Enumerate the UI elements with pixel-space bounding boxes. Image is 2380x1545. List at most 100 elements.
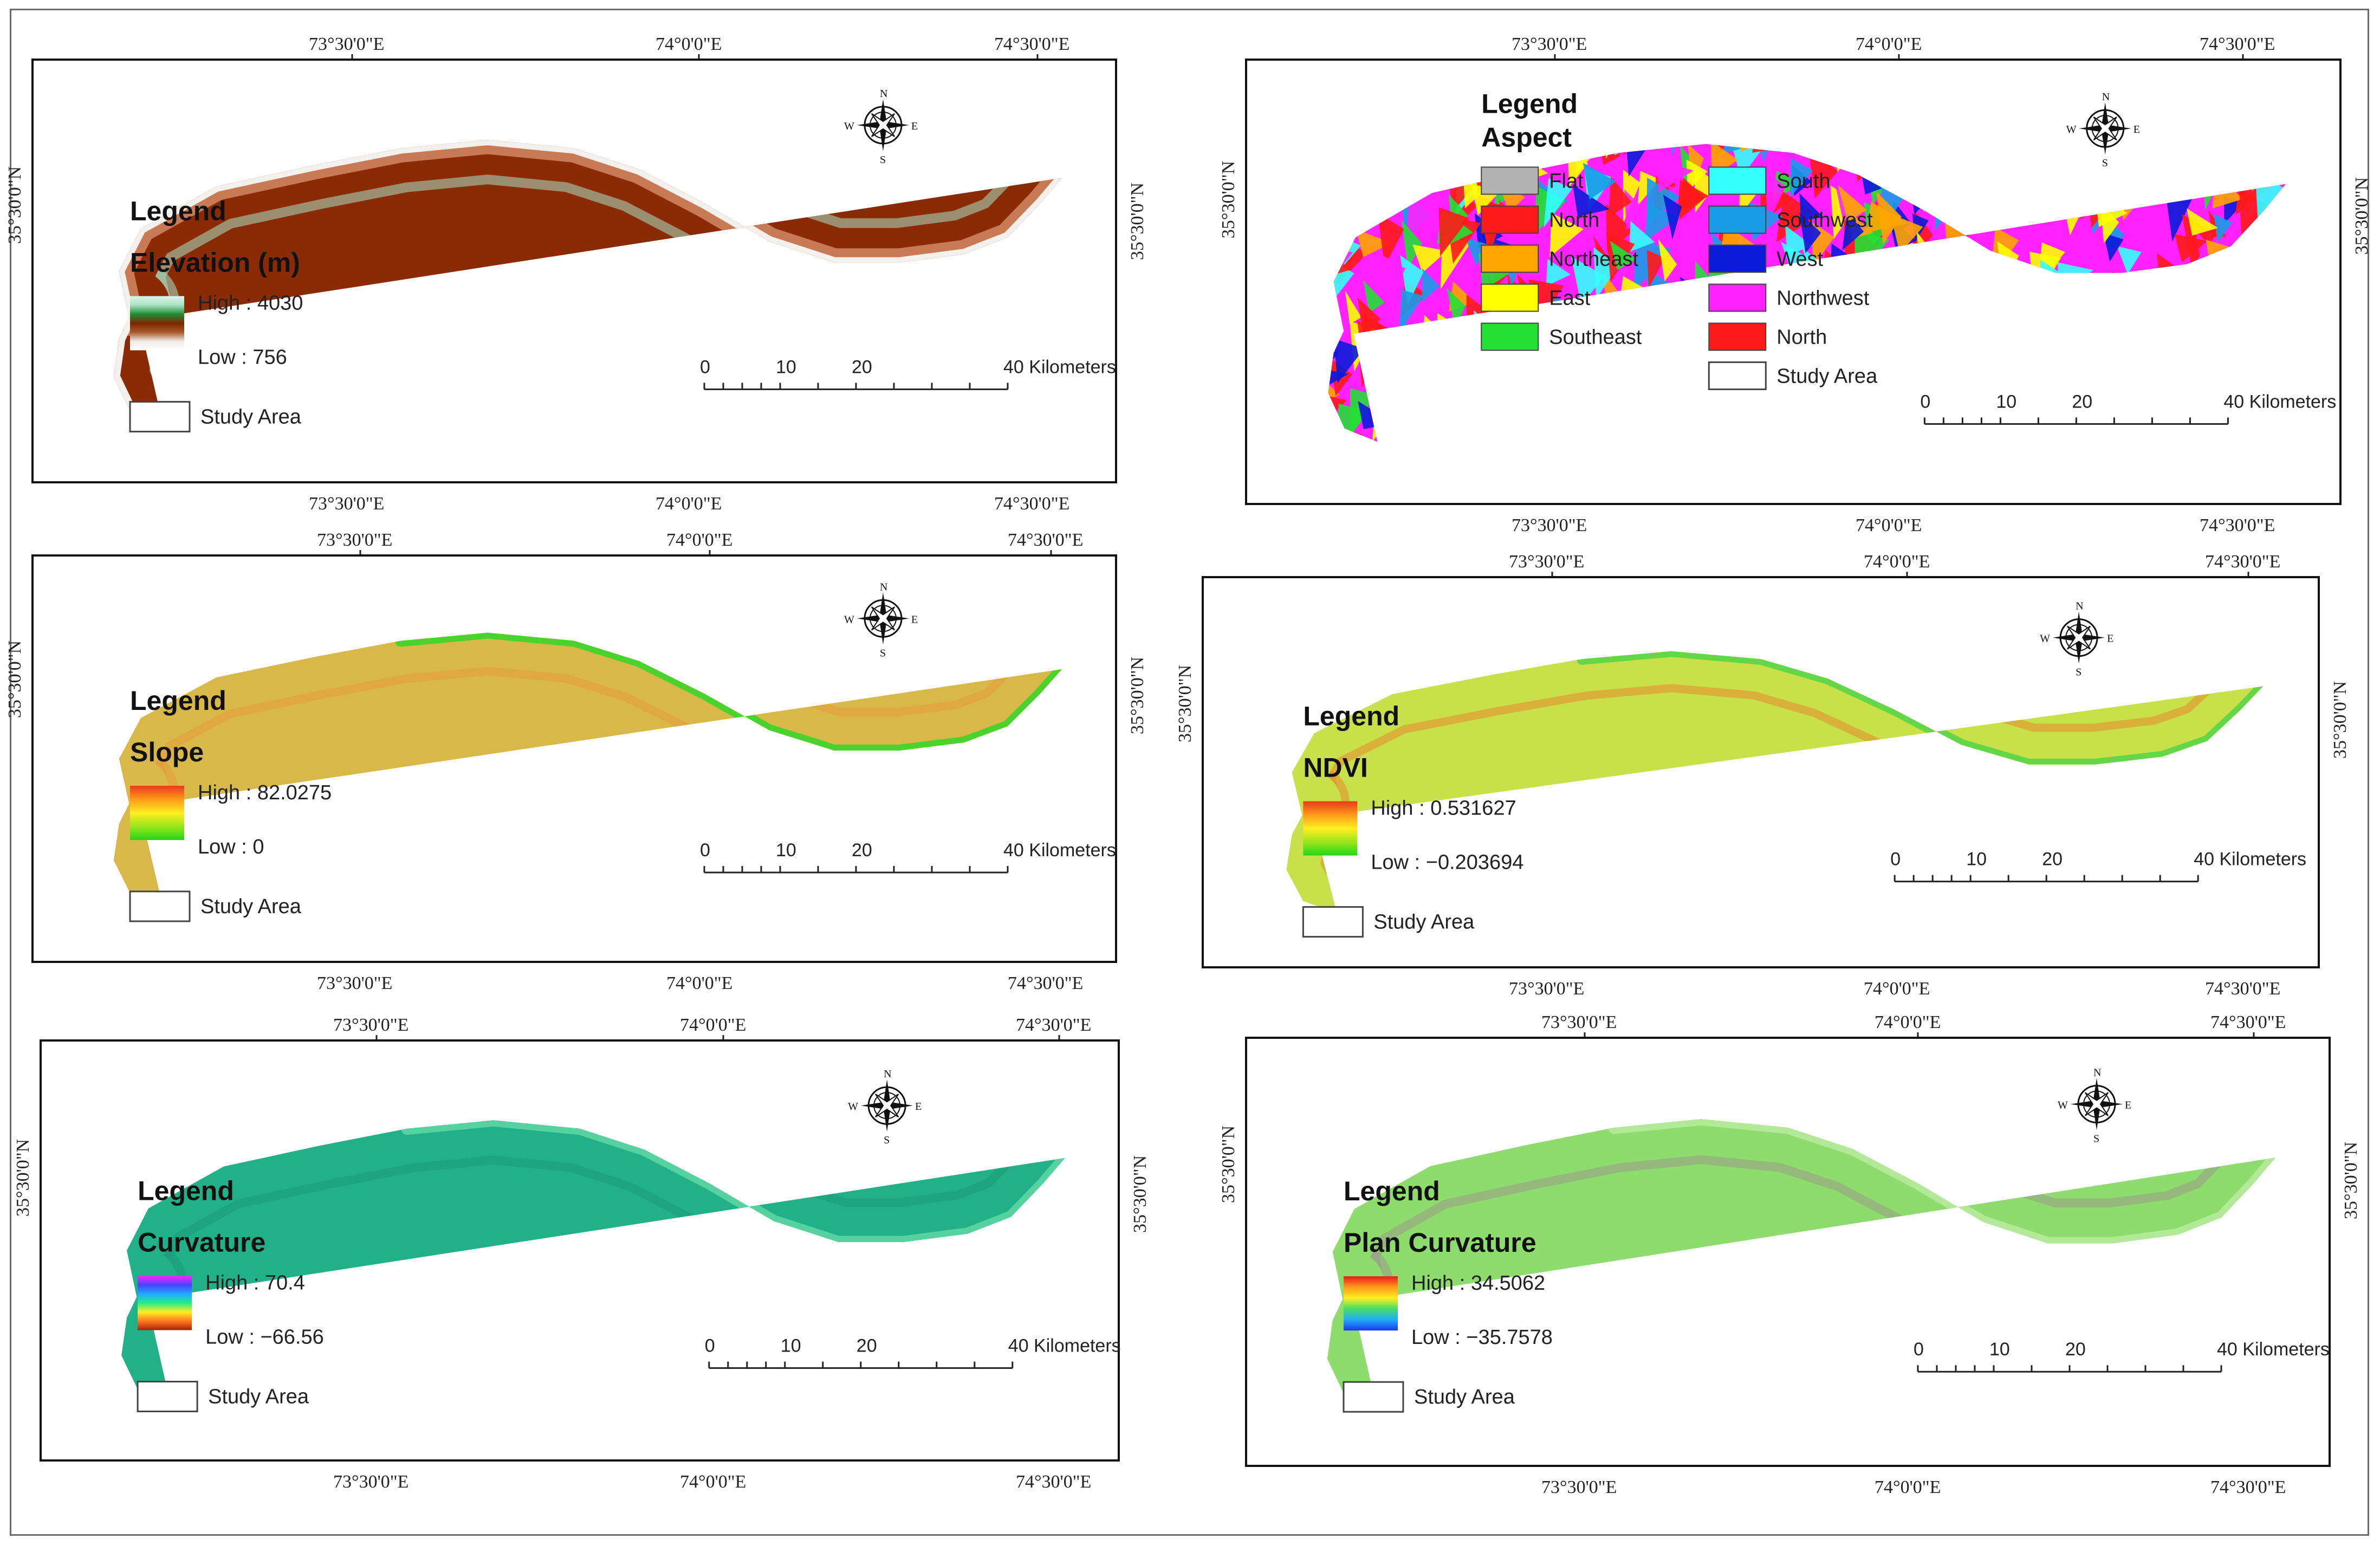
lon-label-bottom: 74°0'0"E (1864, 979, 1930, 999)
scale-label: 20 (2042, 849, 2063, 870)
north-arrow-icon: N S E W (844, 581, 918, 659)
aspect-class-label: Flat (1549, 170, 1584, 192)
lon-label-bottom: 74°0'0"E (656, 494, 722, 514)
lat-label-right: 35°30'0"N (1127, 183, 1147, 260)
panel-ndvi: 73°30'0"E 74°0'0"E 74°30'0"E 73°30'0"E 74°0'… (1175, 552, 2350, 999)
lon-label-bottom: 74°30'0"E (2205, 979, 2280, 999)
scale-label: 10 (1989, 1339, 2010, 1360)
lon-label-top: 74°30'0"E (2200, 34, 2275, 54)
lat-label-left: 35°30'0"N (5, 166, 25, 244)
legend-plan-curvature: Legend Plan Curvature High : 34.5062 Low : … (1343, 1176, 1553, 1413)
aspect-class-label: East (1549, 287, 1590, 309)
lon-label-top: 73°30'0"E (1512, 34, 1587, 54)
legend-high-label: High : 34.5062 (1411, 1272, 1545, 1295)
compass-w: W (2066, 124, 2077, 135)
aspect-class-label: Northwest (1776, 287, 1869, 309)
compass-n: N (880, 88, 887, 100)
scale-label: 10 (776, 840, 796, 861)
lat-label-left: 35°30'0"N (1218, 1126, 1238, 1203)
panel-elevation: 73°30'0"E 74°0'0"E 74°30'0"E 73°30'0"E 74°0'… (5, 34, 1147, 514)
legend-layer-name: NDVI (1303, 753, 1367, 783)
study-area-label: Study Area (200, 405, 302, 428)
legend-layer-name: Elevation (m) (130, 247, 300, 277)
legend-layer-name: Slope (130, 737, 204, 767)
lon-label-bottom: 74°0'0"E (1856, 515, 1922, 535)
legend-layer-name: Curvature (138, 1227, 265, 1258)
study-area-label: Study Area (1373, 911, 1475, 934)
color-ramp (138, 1276, 192, 1330)
compass-e: E (911, 120, 918, 132)
aspect-swatch (1708, 205, 1767, 234)
legend-high-label: High : 70.4 (205, 1272, 305, 1295)
aspect-swatch (1481, 205, 1539, 234)
lat-label-right: 35°30'0"N (2330, 681, 2350, 759)
compass-n: N (2076, 600, 2083, 612)
scale-label: 0 (1914, 1339, 1924, 1360)
lon-label-bottom: 74°0'0"E (666, 973, 732, 993)
lon-label-top: 74°30'0"E (1016, 1015, 1091, 1035)
legend-low-label: Low : −0.203694 (1371, 851, 1523, 874)
scale-label: 40 Kilometers (2217, 1339, 2330, 1360)
lon-label-top: 74°0'0"E (1856, 34, 1922, 54)
compass-e: E (2125, 1099, 2131, 1111)
lon-label-bottom: 74°30'0"E (1008, 973, 1083, 993)
lon-label-bottom: 73°30'0"E (1512, 515, 1587, 535)
study-area-label: Study Area (1414, 1386, 1515, 1408)
legend-heading: Legend (130, 686, 226, 716)
lon-label-top: 74°30'0"E (2205, 552, 2280, 572)
lon-label-bottom: 73°30'0"E (317, 973, 392, 993)
scale-bar: 0 10 20 40 Kilometers (700, 357, 1116, 390)
lat-label-left: 35°30'0"N (1175, 665, 1195, 742)
lat-label-right: 35°30'0"N (1130, 1155, 1150, 1233)
lat-label-right: 35°30'0"N (2341, 1142, 2361, 1219)
compass-w: W (844, 120, 854, 132)
legend-high-label: High : 0.531627 (1371, 797, 1516, 820)
legend-slope: Legend Slope High : 82.0275 Low : 0 Study Ar… (129, 686, 332, 922)
scale-label: 10 (1996, 391, 2016, 412)
legend-heading: Legend (130, 196, 226, 226)
compass-w: W (2058, 1099, 2068, 1111)
compass-e: E (915, 1101, 922, 1113)
north-arrow-icon: N S E W (2066, 91, 2140, 169)
legend-curvature: Legend Curvature High : 70.4 Low : −66.56 St… (137, 1176, 324, 1412)
lon-label-bottom: 73°30'0"E (309, 494, 384, 514)
compass-w: W (844, 613, 854, 625)
lon-label-bottom: 73°30'0"E (333, 1472, 408, 1492)
lon-label-top: 74°30'0"E (1008, 530, 1083, 550)
aspect-class-label: West (1776, 248, 1823, 270)
legend-elevation: Legend Elevation (m) High : 4030 Low : 756 S… (129, 196, 303, 432)
legend-high-label: High : 82.0275 (198, 781, 332, 804)
aspect-swatch (1481, 244, 1539, 273)
scale-label: 40 Kilometers (1003, 357, 1116, 377)
scale-label: 0 (700, 840, 710, 861)
legend-low-label: Low : 756 (198, 346, 287, 369)
north-arrow-icon: N S E W (848, 1068, 922, 1146)
lon-label-bottom: 74°30'0"E (2210, 1477, 2286, 1497)
lon-label-top: 74°30'0"E (2210, 1012, 2286, 1032)
scale-label: 40 Kilometers (2194, 849, 2306, 870)
panel-curvature: 73°30'0"E 74°0'0"E 74°30'0"E 73°30'0"E 74°0'… (13, 1015, 1150, 1492)
lon-label-bottom: 73°30'0"E (1509, 979, 1584, 999)
lat-label-right: 35°30'0"N (2352, 177, 2372, 255)
study-area-label: Study Area (1776, 365, 1878, 387)
compass-e: E (911, 613, 918, 625)
legend-heading: Legend (1344, 1176, 1440, 1206)
legend-heading: Legend (1303, 701, 1399, 732)
scale-label: 20 (852, 840, 872, 861)
legend-low-label: Low : −66.56 (205, 1326, 324, 1349)
aspect-swatch (1708, 166, 1767, 195)
scale-label: 0 (705, 1336, 715, 1356)
lon-label-bottom: 74°30'0"E (1016, 1472, 1091, 1492)
north-arrow-icon: N S E W (2058, 1066, 2131, 1145)
figure-frame (10, 9, 2369, 1536)
aspect-swatch (1481, 283, 1539, 312)
aspect-class-label: North (1776, 326, 1827, 348)
compass-n: N (880, 581, 887, 593)
aspect-class-label: South (1776, 170, 1830, 192)
compass-n: N (2102, 91, 2110, 103)
lon-label-top: 73°30'0"E (1541, 1012, 1617, 1032)
